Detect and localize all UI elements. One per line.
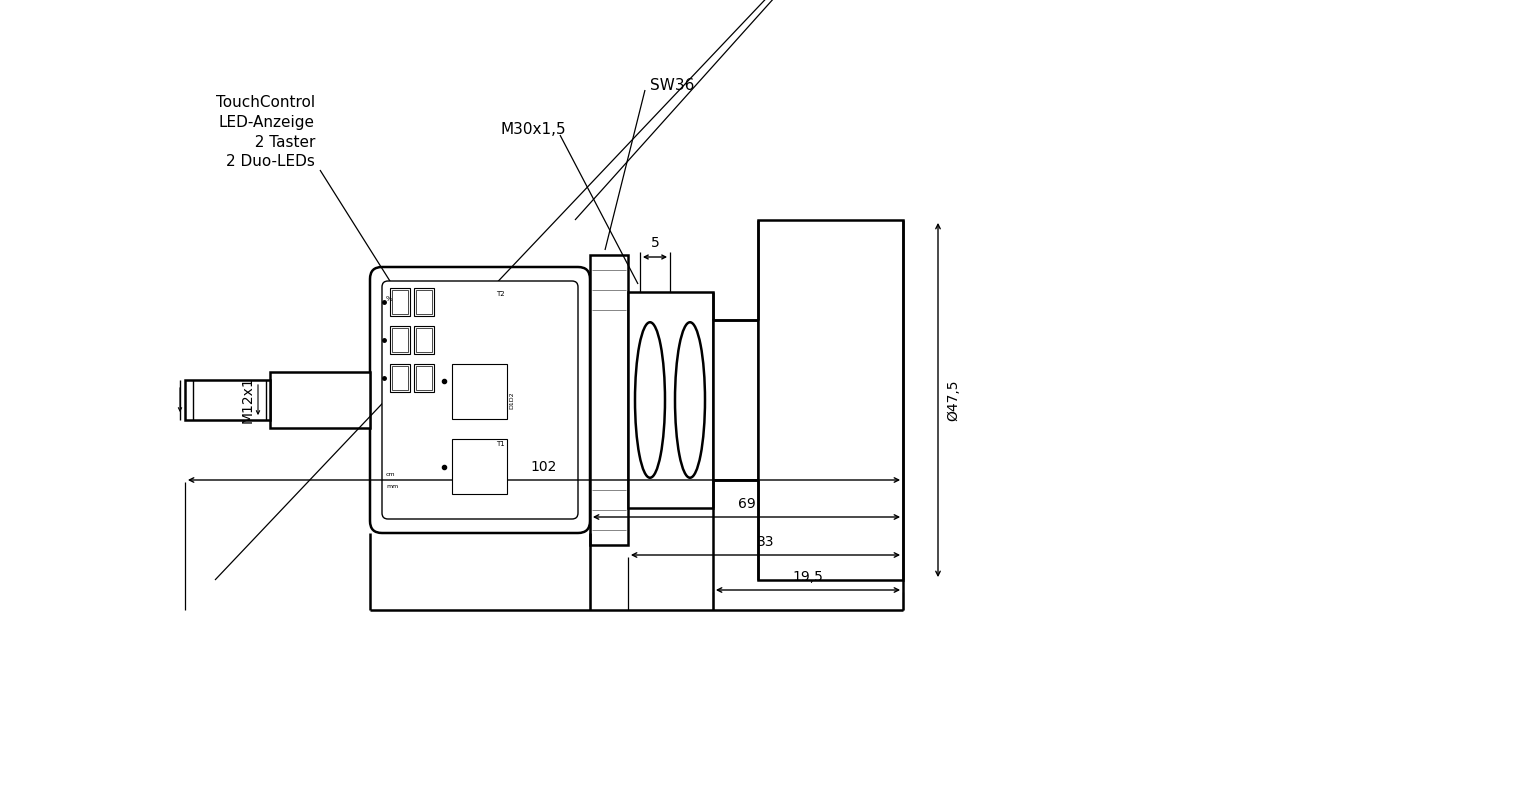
Text: T2: T2 bbox=[496, 291, 505, 297]
Text: T1: T1 bbox=[496, 441, 505, 447]
Bar bbox=[713, 320, 757, 480]
FancyBboxPatch shape bbox=[370, 267, 590, 533]
Text: mm: mm bbox=[386, 484, 398, 490]
Text: M30x1,5: M30x1,5 bbox=[501, 122, 565, 138]
Bar bbox=[390, 288, 410, 316]
Bar bbox=[390, 364, 410, 392]
Text: SW36: SW36 bbox=[650, 77, 694, 92]
Bar bbox=[452, 364, 507, 419]
Text: M12x1: M12x1 bbox=[241, 377, 255, 424]
Text: %: % bbox=[386, 296, 393, 302]
Bar bbox=[415, 326, 435, 354]
Text: Ø47,5: Ø47,5 bbox=[946, 379, 960, 421]
Bar bbox=[628, 292, 713, 508]
Text: 69: 69 bbox=[737, 497, 756, 511]
Bar bbox=[270, 372, 370, 428]
Text: 5: 5 bbox=[651, 236, 659, 250]
FancyBboxPatch shape bbox=[382, 281, 578, 519]
Text: cm: cm bbox=[386, 471, 396, 476]
Bar bbox=[390, 326, 410, 354]
Text: D1D2: D1D2 bbox=[508, 391, 515, 409]
Bar bbox=[392, 366, 409, 390]
Text: 19,5: 19,5 bbox=[793, 570, 823, 584]
Bar bbox=[392, 328, 409, 352]
Text: TouchControl
LED-Anzeige
  2 Taster
2 Duo-LEDs: TouchControl LED-Anzeige 2 Taster 2 Duo-… bbox=[217, 95, 315, 169]
Bar bbox=[415, 288, 435, 316]
Bar bbox=[757, 220, 903, 580]
Bar bbox=[392, 290, 409, 314]
Text: 102: 102 bbox=[531, 460, 558, 474]
Bar bbox=[416, 290, 432, 314]
Bar bbox=[416, 366, 432, 390]
Bar bbox=[590, 255, 628, 545]
Bar bbox=[416, 328, 432, 352]
Bar bbox=[184, 380, 270, 420]
Text: 33: 33 bbox=[757, 535, 774, 549]
Bar bbox=[452, 439, 507, 494]
Ellipse shape bbox=[674, 322, 705, 478]
Bar bbox=[415, 364, 435, 392]
Ellipse shape bbox=[634, 322, 665, 478]
